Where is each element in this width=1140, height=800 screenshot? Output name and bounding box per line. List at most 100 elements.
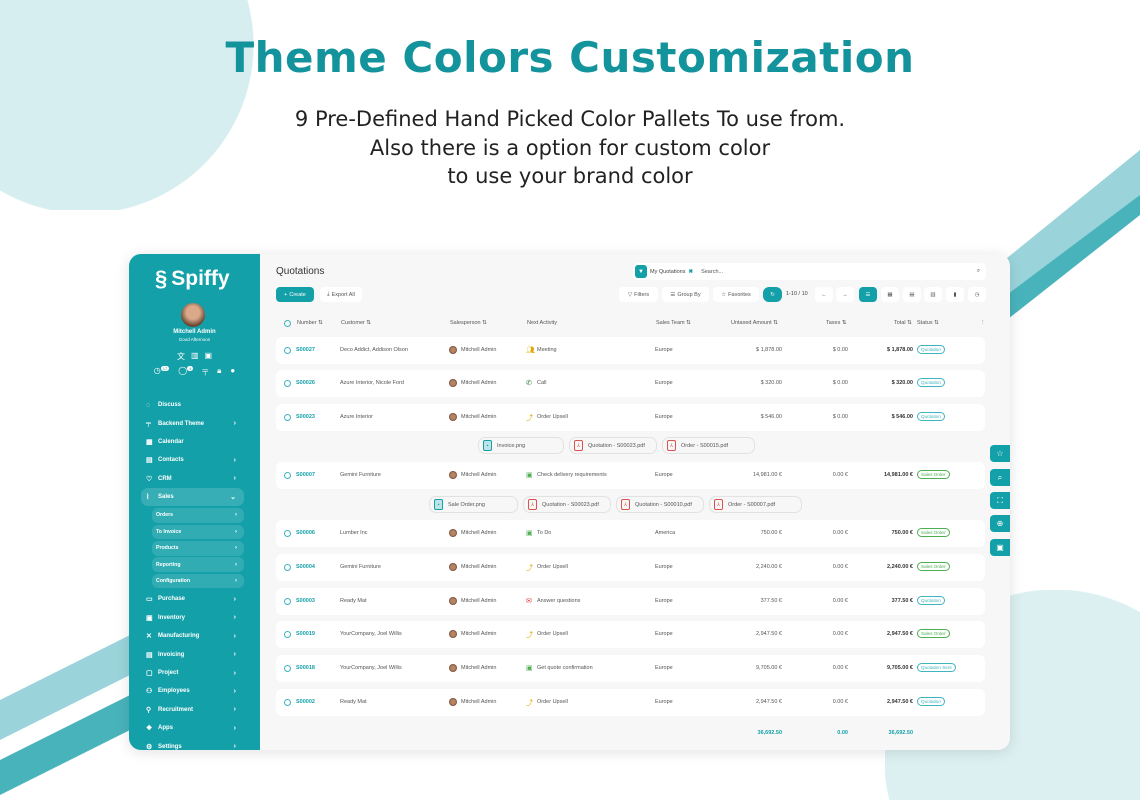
- favorite-star-button[interactable]: ☆: [990, 445, 1010, 462]
- sidebar-item-recruitment[interactable]: ⚲ Recruitment ›: [146, 706, 236, 714]
- next-activity[interactable]: Order Upsell: [537, 699, 568, 705]
- remove-facet-icon[interactable]: ✖: [688, 268, 694, 275]
- sidebar-item-purchase[interactable]: ▭ Purchase ›: [146, 595, 236, 604]
- pivot-view-button[interactable]: ▥: [924, 287, 942, 302]
- attachment[interactable]: ⅄ Quotation - S00023.pdf: [523, 496, 611, 513]
- next-activity[interactable]: Order Upsell: [537, 564, 568, 570]
- prev-page-button[interactable]: ←: [815, 287, 833, 302]
- order-number[interactable]: S00018: [296, 665, 315, 671]
- row-checkbox[interactable]: [284, 347, 291, 354]
- calendar-icon[interactable]: ▣: [526, 530, 533, 537]
- next-activity[interactable]: Check delivery requirements: [537, 472, 607, 478]
- search-button[interactable]: ⌕: [990, 469, 1010, 486]
- sidebar-item-sales[interactable]: ⌇ Sales ⌄: [141, 487, 244, 507]
- col-taxes[interactable]: Taxes ⇅: [826, 320, 847, 326]
- sidebar-item-crm[interactable]: ♡ CRM ›: [146, 475, 236, 483]
- attachment[interactable]: ▪ Sale Order.png: [429, 496, 518, 513]
- messages-icon[interactable]: ◯ 4: [178, 366, 194, 375]
- table-row[interactable]: S00027 Deco Addict, Addison Olson Mitche…: [276, 337, 985, 364]
- sidebar-subitem-reporting[interactable]: Reporting ›: [152, 557, 244, 572]
- order-number[interactable]: S00026: [296, 380, 315, 386]
- order-number[interactable]: S00019: [296, 631, 315, 637]
- upsell-icon[interactable]: ⤴: [526, 415, 533, 422]
- calendar-view-button[interactable]: ▤: [903, 287, 921, 302]
- order-number[interactable]: S00027: [296, 347, 315, 353]
- row-checkbox[interactable]: [284, 699, 291, 706]
- refresh-button[interactable]: ↻: [763, 287, 782, 302]
- col-number[interactable]: Number ⇅: [297, 320, 323, 326]
- sidebar-item-calendar[interactable]: ▦ Calendar: [146, 438, 184, 446]
- row-checkbox[interactable]: [284, 530, 291, 537]
- col-team[interactable]: Sales Team ⇅: [656, 320, 691, 326]
- sidebar-subitem-to-invoice[interactable]: To Invoice ›: [152, 524, 244, 540]
- attachment[interactable]: ▪ Invoice.png: [478, 437, 564, 454]
- col-untaxed[interactable]: Untaxed Amount ⇅: [731, 320, 778, 326]
- activity-view-button[interactable]: ◷: [968, 287, 986, 302]
- lock-icon[interactable]: 🔒︎: [217, 366, 222, 375]
- list-view-button[interactable]: ☰: [859, 287, 877, 302]
- sidebar-subitem-orders[interactable]: Orders ›: [152, 508, 244, 523]
- zoom-button[interactable]: ⊕: [990, 515, 1010, 532]
- sidebar-item-manufacturing[interactable]: ✕ Manufacturing ›: [146, 632, 236, 641]
- group-by-button[interactable]: ☰ Group By: [662, 287, 709, 302]
- upsell-icon[interactable]: ⤴: [526, 700, 533, 707]
- col-activity[interactable]: Next Activity: [527, 320, 557, 326]
- calendar-icon[interactable]: ▣: [526, 665, 533, 672]
- table-row[interactable]: S00007 Gemini Furniture Mitchell Admin ▣…: [276, 462, 985, 489]
- export-all-button[interactable]: ⤓ Export All: [320, 287, 362, 302]
- phone-icon[interactable]: ✆: [526, 380, 532, 387]
- order-number[interactable]: S00023: [296, 414, 315, 420]
- order-number[interactable]: S00006: [296, 530, 315, 536]
- mail-icon[interactable]: ✉: [526, 598, 532, 605]
- logo[interactable]: § Spiffy: [155, 266, 230, 292]
- next-activity[interactable]: To Do: [537, 530, 552, 536]
- sidebar-item-discuss[interactable]: ◌ Discuss: [146, 401, 182, 409]
- image-icon[interactable]: ▣: [204, 351, 213, 360]
- meeting-icon[interactable]: 👥︎: [526, 347, 535, 354]
- attachment[interactable]: ⅄ Quotation - S00023.pdf: [569, 437, 657, 454]
- upsell-icon[interactable]: ⤴: [526, 565, 533, 572]
- order-number[interactable]: S00003: [296, 598, 315, 604]
- graph-view-button[interactable]: ▮: [946, 287, 964, 302]
- row-checkbox[interactable]: [284, 631, 291, 638]
- next-page-button[interactable]: →: [836, 287, 854, 302]
- order-number[interactable]: S00007: [296, 472, 315, 478]
- table-row[interactable]: S00003 Ready Mat Mitchell Admin ✉ Answer…: [276, 588, 985, 615]
- col-customer[interactable]: Customer ⇅: [341, 320, 371, 326]
- sidebar-item-project[interactable]: ▢ Project ›: [146, 669, 236, 678]
- next-activity[interactable]: Get quote confirmation: [537, 665, 593, 671]
- next-activity[interactable]: Answer questions: [537, 598, 581, 604]
- row-checkbox[interactable]: [284, 598, 291, 605]
- table-row[interactable]: S00023 Azure Interior Mitchell Admin ⤴ O…: [276, 404, 985, 431]
- next-activity[interactable]: Order Upsell: [537, 631, 568, 637]
- avatar[interactable]: [181, 303, 205, 327]
- translate-icon[interactable]: 文: [176, 352, 185, 361]
- row-checkbox[interactable]: [284, 414, 291, 421]
- row-checkbox[interactable]: [284, 472, 291, 479]
- col-salesperson[interactable]: Salesperson ⇅: [450, 320, 487, 326]
- next-activity[interactable]: Call: [537, 380, 547, 386]
- select-all-checkbox[interactable]: [284, 320, 291, 327]
- upsell-icon[interactable]: ⤴: [526, 632, 533, 639]
- sidebar-item-inventory[interactable]: ▣ Inventory ›: [146, 614, 236, 622]
- table-row[interactable]: S00018 YourCompany, Joel Willis Mitchell…: [276, 655, 985, 682]
- table-row[interactable]: S00019 YourCompany, Joel Willis Mitchell…: [276, 621, 985, 648]
- sidebar-item-employees[interactable]: ⚇ Employees ›: [146, 687, 236, 696]
- table-row[interactable]: S00002 Ready Mat Mitchell Admin ⤴ Order …: [276, 689, 985, 716]
- search-icon[interactable]: ⌕: [976, 268, 980, 274]
- next-activity[interactable]: Order Upsell: [537, 414, 568, 420]
- table-row[interactable]: S00006 Lumber Inc Mitchell Admin ▣ To Do…: [276, 520, 985, 547]
- order-number[interactable]: S00002: [296, 699, 315, 705]
- sidebar-subitem-products[interactable]: Products ›: [152, 540, 244, 556]
- order-number[interactable]: S00004: [296, 564, 315, 570]
- col-status[interactable]: Status ⇅: [917, 320, 939, 326]
- sidebar-item-settings[interactable]: ⚙ Settings ›: [146, 743, 236, 751]
- search-input[interactable]: Search...: [701, 268, 724, 275]
- table-row[interactable]: S00026 Azure Interior, Nicole Ford Mitch…: [276, 370, 985, 397]
- row-checkbox[interactable]: [284, 665, 291, 672]
- company-icon[interactable]: ▥: [190, 351, 199, 360]
- sidebar-item-backend-theme[interactable]: ╤ Backend Theme ›: [146, 420, 236, 428]
- fullscreen-button[interactable]: ⛶: [990, 492, 1010, 509]
- bulb-icon[interactable]: ●: [230, 366, 236, 375]
- attachment[interactable]: ⅄ Order - S00015.pdf: [662, 437, 755, 454]
